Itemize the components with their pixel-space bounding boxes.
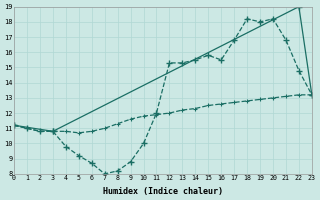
X-axis label: Humidex (Indice chaleur): Humidex (Indice chaleur)	[103, 187, 223, 196]
